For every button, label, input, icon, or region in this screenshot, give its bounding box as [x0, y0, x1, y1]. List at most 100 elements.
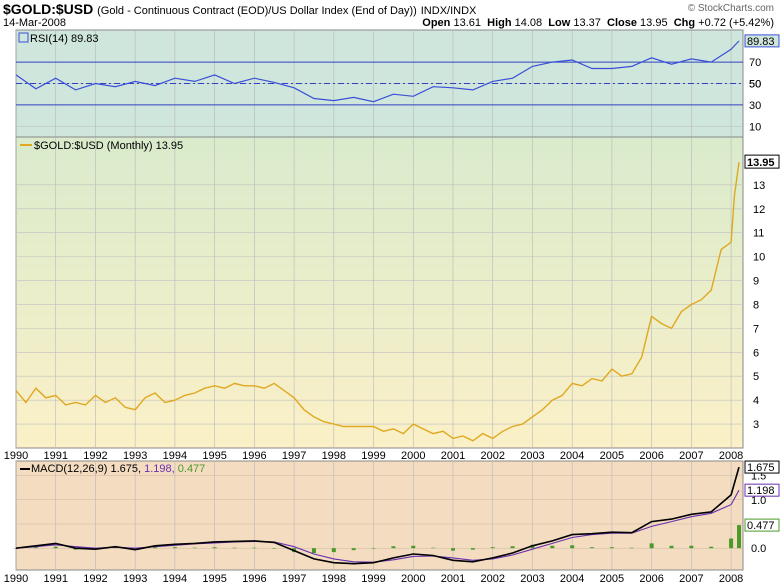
x-tick-mid-1995: 1995: [202, 450, 226, 462]
low-label: Low: [548, 17, 571, 29]
price-tick-11: 11: [753, 228, 764, 240]
x-tick-mid-1999: 1999: [361, 450, 385, 462]
rsi-tick-50: 50: [749, 79, 761, 91]
price-line: [15, 162, 740, 442]
macd-hist-bar: [33, 547, 38, 549]
signal-last-value: 1.198: [747, 485, 775, 497]
macd-hist-bar: [510, 546, 515, 549]
x-tick-mid-1996: 1996: [242, 450, 266, 462]
x-tick-mid-1993: 1993: [123, 450, 147, 462]
macd-hist-bar: [431, 547, 436, 549]
macd-panel-bg: [15, 460, 744, 571]
price-tick-12: 12: [753, 204, 765, 216]
price-tick-6: 6: [753, 347, 759, 359]
x-tick-mid-1991: 1991: [43, 450, 67, 462]
macd-legend-macd: 1.675,: [110, 463, 144, 475]
price-tick-9: 9: [753, 276, 759, 288]
x-tick-bottom-1997: 1997: [282, 573, 306, 585]
hist-last-value: 0.477: [747, 520, 775, 532]
macd-hist-bar: [629, 547, 634, 549]
x-tick-mid-2004: 2004: [560, 450, 584, 462]
exchange: INDX/INDX: [420, 5, 477, 17]
macd-hist-bar: [351, 548, 356, 551]
x-tick-bottom-1990: 1990: [4, 573, 28, 585]
chart-date: 14-Mar-2008: [3, 17, 66, 29]
chg-label: Chg: [673, 17, 696, 29]
close-label: Close: [607, 17, 637, 29]
macd-hist-bar: [14, 548, 18, 549]
x-tick-mid-2003: 2003: [520, 450, 544, 462]
macd-hist-bar: [669, 545, 674, 549]
rsi-tick-30: 30: [749, 100, 761, 112]
rsi-last-value: 89.83: [747, 36, 775, 48]
macd-hist-bar: [53, 546, 58, 549]
rsi-tick-70: 70: [749, 57, 761, 69]
rsi-legend-swatch: [18, 32, 29, 43]
chart-header: $GOLD:$USD (Gold - Continuous Contract (…: [0, 0, 780, 30]
price-panel-bg: [15, 136, 744, 449]
x-tick-bottom-1992: 1992: [83, 573, 107, 585]
x-tick-mid-1997: 1997: [282, 450, 306, 462]
macd-last-box: [744, 460, 780, 474]
macd-hist-bar: [490, 547, 495, 549]
macd-hist-bar: [649, 543, 654, 549]
macd-hist-bar: [411, 545, 416, 549]
low-value: 13.37: [573, 17, 601, 29]
price-last-box: [744, 154, 780, 169]
price-tick-5: 5: [753, 371, 759, 383]
macd-tick-1.0: 1.0: [751, 495, 766, 507]
x-tick-bottom-1994: 1994: [163, 573, 187, 585]
macd-hist-bar: [172, 547, 177, 549]
rsi-line: [15, 40, 740, 103]
x-tick-bottom-2004: 2004: [560, 573, 584, 585]
x-tick-mid-1998: 1998: [322, 450, 346, 462]
price-last-value: 13.95: [747, 157, 775, 169]
macd-hist-bar: [232, 547, 237, 549]
ohlc-summary: Open 13.61 High 14.08 Low 13.37 Close 13…: [422, 17, 774, 29]
x-tick-bottom-2000: 2000: [401, 573, 425, 585]
high-label: High: [487, 17, 512, 29]
macd-hist-bar: [550, 545, 555, 549]
macd-tick-0.0: 0.0: [751, 543, 766, 555]
macd-last-value: 1.675: [747, 462, 775, 474]
close-value: 13.95: [640, 17, 668, 29]
price-tick-3: 3: [753, 419, 759, 431]
macd-hist-bar: [331, 548, 336, 553]
x-tick-bottom-1991: 1991: [43, 573, 67, 585]
x-tick-mid-2000: 2000: [401, 450, 425, 462]
x-tick-bottom-2003: 2003: [520, 573, 544, 585]
macd-legend-prefix: MACD(12,26,9): [31, 463, 110, 475]
rsi-tick-50: 50: [749, 79, 761, 91]
x-tick-mid-1992: 1992: [83, 450, 107, 462]
symbol: $GOLD:$USD: [3, 1, 94, 17]
rsi-legend: RSI(14) 89.83: [30, 33, 98, 45]
x-tick-mid-2008: 2008: [719, 450, 743, 462]
macd-hist-bar: [371, 548, 376, 549]
open-label: Open: [422, 17, 451, 29]
macd-hist-bar: [212, 547, 217, 549]
macd-hist-bar: [737, 525, 742, 549]
x-tick-bottom-1993: 1993: [123, 573, 147, 585]
macd-legend-signal: 1.198,: [144, 463, 178, 475]
macd-hist-bar: [113, 547, 118, 549]
chart-title: $GOLD:$USD (Gold - Continuous Contract (…: [3, 1, 476, 17]
macd-line: [15, 466, 740, 565]
macd-hist-bar: [609, 547, 614, 549]
macd-legend: MACD(12,26,9) 1.675, 1.198, 0.477: [31, 463, 205, 475]
macd-hist-bar: [192, 547, 197, 549]
x-tick-bottom-2006: 2006: [639, 573, 663, 585]
macd-hist-bar: [252, 547, 257, 549]
signal-last-box: [744, 483, 780, 497]
price-legend: $GOLD:$USD (Monthly) 13.95: [34, 140, 183, 152]
chg-value: +0.72 (+5.42%): [698, 17, 774, 29]
x-tick-bottom-2002: 2002: [480, 573, 504, 585]
x-tick-mid-1990: 1990: [4, 450, 28, 462]
macd-hist-bar: [311, 548, 316, 554]
macd-hist-bar: [450, 548, 455, 551]
x-tick-bottom-1996: 1996: [242, 573, 266, 585]
x-tick-bottom-1998: 1998: [322, 573, 346, 585]
brand-label: © StockCharts.com: [687, 3, 774, 14]
macd-hist-bar: [470, 548, 475, 550]
price-tick-7: 7: [753, 323, 759, 335]
